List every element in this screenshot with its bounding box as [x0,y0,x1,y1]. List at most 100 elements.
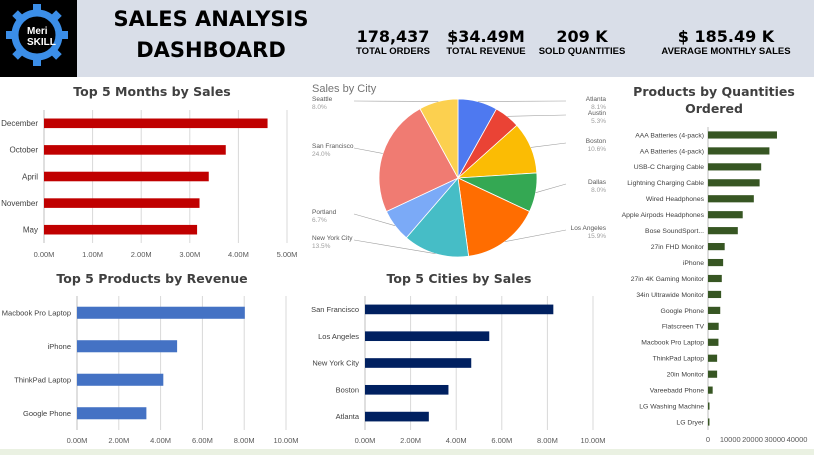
bar [708,274,722,283]
kpi-label: AVERAGE MONTHLY SALES [661,46,791,57]
chart-title: Sales by City [312,83,377,95]
category-label: USB-C Charging Cable [634,164,704,171]
pie-label-pct: 10.6% [588,146,607,153]
bar [708,306,721,314]
category-label: 27in 4K Gaming Monitor [631,276,705,283]
leader-line [353,147,383,154]
category-label: AA Batteries (4-pack) [640,148,704,155]
category-label: 34in Ultrawide Monitor [636,292,704,299]
bar [77,340,178,353]
pie-slice [405,177,470,258]
months-card: Top 5 Months by Sales 0.00M 1.00M 2.00M 3.0… [0,80,304,264]
bar [77,407,147,420]
pie-label-name: Portland [312,209,337,216]
pie-label-pct: 5.3% [591,118,606,125]
category-label: Bose SoundSport... [645,228,704,235]
bar [44,145,226,155]
x-tick-label: 0 [706,435,710,444]
x-tick-label: 10000 [720,435,741,444]
leader-line [353,213,396,226]
pie-label-pct: 13.5% [312,243,331,250]
x-tick-label: 1.00M [82,250,103,259]
logo-line2: SKILL [27,37,56,48]
x-tick-label: 20000 [742,435,763,444]
category-label: Google Phone [23,409,71,418]
bar [708,322,719,330]
pie-label-name: Dallas [588,179,607,186]
bar [708,354,718,362]
kpi-value: 209 K [556,27,608,46]
bar [365,304,554,315]
category-label: December [1,119,38,128]
pie-label-pct: 8.0% [591,187,606,194]
products-chart: 0.00M 2.00M 4.00M 6.00M 8.00M 10.00M Macbook P… [2,296,299,445]
logo-line1: Meri [27,26,48,37]
category-label: LG Washing Machine [639,403,704,410]
bar [708,338,719,346]
category-label: Flatscreen TV [662,324,705,331]
pie-label-pct: 6.7% [312,217,327,224]
x-tick-label: 8.00M [234,436,255,445]
leader-line [477,100,567,102]
x-tick-label: 0.00M [34,250,55,259]
cities-card: Top 5 Cities by Sales 0.00M 2.00M 4.00M 6.0… [306,266,612,449]
category-label: 27in FHD Monitor [651,244,705,251]
category-label: Google Phone [661,308,705,315]
pie-label-name: New York City [312,235,353,242]
pie-label-name: Los Angeles [571,225,607,232]
chart-title: Top 5 Cities by Sales [386,271,532,286]
months-chart: 0.00M 1.00M 2.00M 3.00M 4.00M 5.00M December Oc… [1,110,297,259]
bottom-strip [0,449,814,455]
category-label: April [22,172,38,181]
quantities-card: Products by Quantities Ordered 0 10000 200… [614,80,814,449]
category-label: iPhone [683,260,704,267]
pie-label-pct: 15.9% [588,233,607,240]
city-pie-chart: Atlanta8.1%Austin5.3%Boston10.6%Dallas8.… [312,96,607,258]
pie-label-name: Seattle [312,96,333,103]
bar [44,198,200,208]
x-tick-label: 30000 [764,435,785,444]
pie-label-pct: 8.1% [591,104,606,111]
chart-title: Top 5 Months by Sales [73,84,231,99]
bar [44,118,268,129]
city-pie-card: Sales by City Atlanta 8.1% Austin 5.3% Bosto… [306,80,612,264]
category-label: New York City [312,359,359,368]
kpi-value: $34.49M [447,27,525,46]
category-label: LG Dryer [676,419,704,426]
bar [44,171,209,182]
category-label: Atlanta [336,412,360,421]
bar [708,290,722,299]
leader-line [530,142,567,148]
quantities-chart: 0 10000 20000 30000 40000 AAA Batteries (4-pa… [622,127,808,444]
dashboard-title: SALES ANALYSIS DASHBOARD [96,4,326,66]
chart-title: Products by Quantities Ordered [614,83,814,117]
x-tick-label: 0.00M [67,436,88,445]
bar [708,418,710,426]
category-label: San Francisco [311,305,359,314]
x-tick-label: 2.00M [131,250,152,259]
x-tick-label: 4.00M [446,436,467,445]
bar [365,384,449,395]
chart-title: Top 5 Products by Revenue [56,271,248,286]
category-label: Los Angeles [318,332,359,341]
category-label: October [10,146,39,155]
category-label: AAA Batteries (4-pack) [635,132,704,139]
kpi-value: 178,437 [356,27,430,46]
x-tick-label: 10.00M [580,436,605,445]
pie-label-pct: 8.0% [312,104,327,111]
category-label: November [1,199,38,208]
category-label: ThinkPad Laptop [14,375,71,384]
leader-line [507,114,567,117]
x-tick-label: 40000 [787,435,808,444]
pie-slice [378,108,459,213]
x-tick-label: 2.00M [400,436,421,445]
category-label: 20in Monitor [667,372,705,379]
leader-line [504,229,567,242]
category-label: Macbook Pro Laptop [641,340,704,347]
bar [365,411,429,422]
category-label: Macbook Pro Laptop [2,308,71,317]
bar [708,386,713,394]
category-label: Boston [336,385,359,394]
bar [77,373,164,386]
bar [708,243,725,251]
